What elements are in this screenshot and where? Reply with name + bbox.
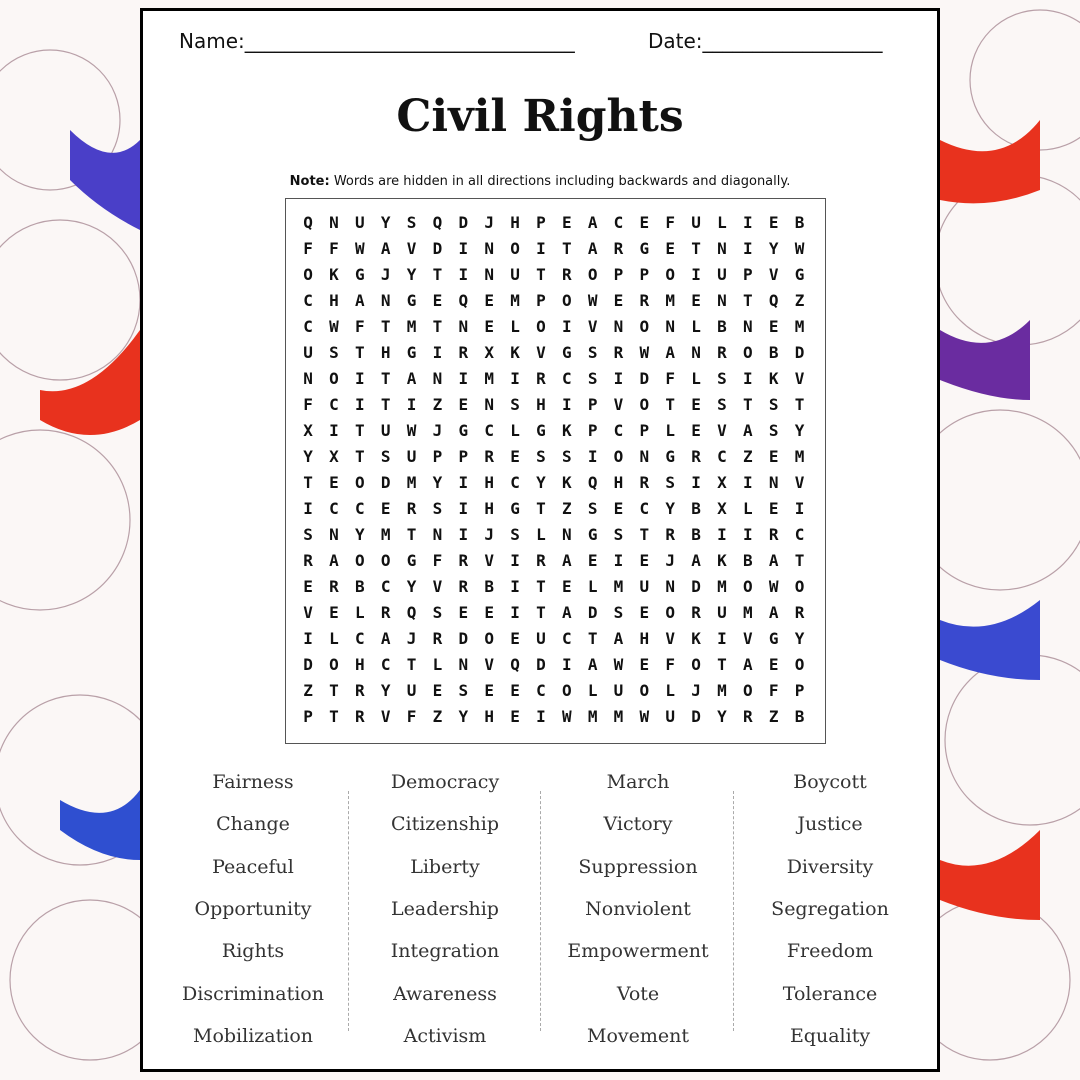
grid-row: X I T U W J G C L G K P C P L E V A S Y <box>303 421 808 440</box>
grid-row: O K G J Y T I N U T R O P P O I U P V G <box>303 265 808 284</box>
grid-row: T E O D M Y I H C Y K Q H R S I X I N V <box>303 473 808 492</box>
word-list-item: Fairness <box>212 771 294 793</box>
word-list-item: Opportunity <box>194 897 312 920</box>
grid-row: N O I T A N I M I R C S I D F L S I K V <box>303 369 808 388</box>
word-list-item: Movement <box>586 1024 689 1047</box>
word-list-item: Tolerance <box>782 982 878 1005</box>
divider <box>348 791 349 1031</box>
grid-row: U S T H G I R X K V G S R W A N R O B D <box>303 343 808 362</box>
word-list-item: Rights <box>221 940 285 963</box>
divider <box>733 791 734 1031</box>
word-list-item: Justice <box>797 813 863 836</box>
grid-row: F F W A V D I N O I T A R G E T N I Y W <box>303 239 808 258</box>
grid-row: Q N U Y S Q D J H P E A C E F U L I E B <box>303 213 808 232</box>
word-list-item: Nonviolent <box>585 897 691 920</box>
name-field: Name:_________________________________ <box>179 29 575 53</box>
word-list-item: Liberty <box>410 855 480 878</box>
grid-row: R A O O G F R V I R A E I E J A K B A T <box>303 551 808 570</box>
word-list-item: March <box>606 771 670 793</box>
word-list-item: Empowerment <box>567 940 709 963</box>
worksheet: Name:_________________________________ D… <box>140 8 940 1072</box>
word-list-item: Leadership <box>391 897 499 920</box>
word-list-item: Suppression <box>578 855 698 878</box>
grid-row: E R B C Y V R B I T E L M U N D M O W O <box>303 577 808 596</box>
note-label: Note: <box>289 174 330 189</box>
word-list-item: Mobilization <box>192 1024 313 1047</box>
word-list-item: Boycott <box>793 771 867 793</box>
grid-row: Y X T S U P P R E S S I O N G R C Z E M <box>303 447 808 466</box>
grid-row: F C I T I Z E N S H I P V O T E S T S T <box>303 395 808 414</box>
word-list-item: Segregation <box>771 897 889 920</box>
word-list-item: Equality <box>789 1024 871 1047</box>
word-list-item: Peaceful <box>212 855 294 878</box>
word-list-item: Diversity <box>786 855 874 878</box>
grid-row: V E L R Q S E E I T A D S E O R U M A R <box>303 603 808 622</box>
word-list-item: Discrimination <box>182 982 324 1005</box>
grid-row: P T R V F Z Y H E I W M M W U D Y R Z B <box>303 707 808 726</box>
note: Note: Words are hidden in all directions… <box>143 174 937 189</box>
word-list-item: Activism <box>403 1024 487 1047</box>
word-list-item: Change <box>216 813 290 836</box>
grid-row: C H A N G E Q E M P O W E R M E N T Q Z <box>303 291 808 310</box>
grid-row: I L C A J R D O E U C T A H V K I V G Y <box>303 629 808 648</box>
date-field: Date:__________________ <box>648 29 883 53</box>
grid-row: C W F T M T N E L O I V N O N L B N E M <box>303 317 808 336</box>
word-list-item: Citizenship <box>390 813 500 836</box>
grid-row: Z T R Y U E S E E C O L U O L J M O F P <box>303 681 808 700</box>
grid-row: D O H C T L N V Q D I A W E F O T A E O <box>303 655 808 674</box>
title: Civil Rights <box>396 91 684 142</box>
grid-row: S N Y M T N I J S L N G S T R B I I R C <box>303 525 808 544</box>
word-list-item: Vote <box>616 982 660 1005</box>
word-list-item: Freedom <box>786 940 874 963</box>
grid-row: I C C E R S I H G T Z S E C Y B X L E I <box>303 499 808 518</box>
divider <box>540 791 541 1031</box>
word-list-item: Integration <box>390 940 500 963</box>
word-list-item: Victory <box>603 813 673 836</box>
note-text: Words are hidden in all directions inclu… <box>333 174 791 189</box>
word-list-item: Democracy <box>390 771 500 793</box>
word-list-item: Awareness <box>393 982 497 1005</box>
letter-grid: Q N U Y S Q D J H P E A C E F U L I E B F… <box>285 198 826 744</box>
